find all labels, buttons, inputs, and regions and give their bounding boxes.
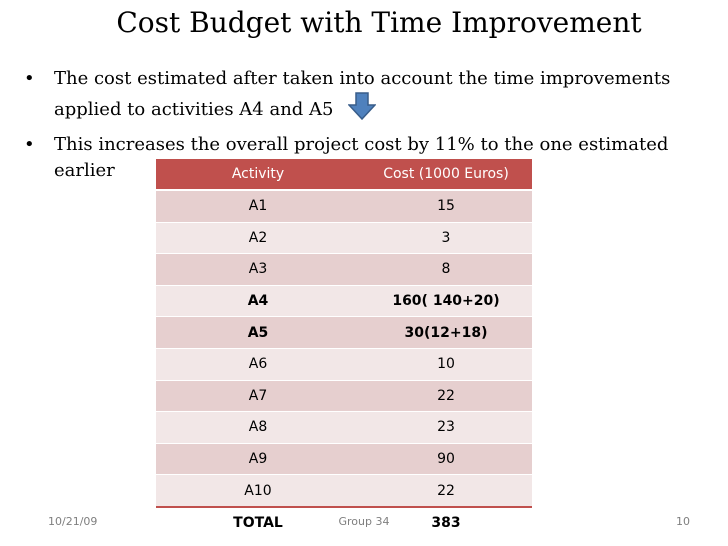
table-row: A8 23	[156, 411, 532, 444]
table-row: A2 3	[156, 222, 532, 255]
table-row: A7 22	[156, 380, 532, 413]
activity-cell: A10	[156, 474, 360, 508]
cost-cell: 8	[360, 253, 532, 286]
cost-cell: 3	[360, 222, 532, 255]
header-activity: Activity	[156, 159, 360, 191]
table-row: A6 10	[156, 348, 532, 381]
table-row: A4 160( 140+20)	[156, 285, 532, 318]
table-row: A9 90	[156, 443, 532, 476]
header-cost: Cost (1000 Euros)	[360, 159, 532, 191]
table-row: A5 30(12+18)	[156, 316, 532, 349]
cost-table: Activity Cost (1000 Euros) A1 15 A2 3 A3 8 …	[156, 159, 532, 540]
activity-cell: A4	[156, 285, 360, 318]
slide-title: Cost Budget with Time Improvement	[116, 6, 642, 39]
bullet-list: • The cost estimated after taken into ac…	[24, 66, 724, 188]
footer-group: Group 34	[338, 515, 390, 528]
cost-cell: 30(12+18)	[360, 316, 532, 349]
activity-cell: A1	[156, 190, 360, 223]
activity-cell: A3	[156, 253, 360, 286]
cost-cell: 22	[360, 380, 532, 413]
bullet-symbol: •	[24, 134, 35, 155]
table-total-row: TOTAL 383	[156, 505, 532, 540]
bullet-item: • This increases the overall project cos…	[24, 132, 724, 184]
cost-cell: 23	[360, 411, 532, 444]
activity-cell: A7	[156, 380, 360, 413]
bullet-text-line2: applied to activities A4 and A5	[54, 99, 334, 120]
cost-cell: 22	[360, 474, 532, 508]
bullet-text: This increases the overall project cost …	[54, 134, 669, 181]
cost-cell: 90	[360, 443, 532, 476]
table-row: A1 15	[156, 190, 532, 223]
cost-cell: 160( 140+20)	[360, 285, 532, 318]
footer-page-number: 10	[676, 515, 690, 528]
activity-cell: A2	[156, 222, 360, 255]
activity-cell: A8	[156, 411, 360, 444]
down-arrow-icon	[346, 92, 377, 128]
total-label-cell: TOTAL	[156, 505, 360, 540]
bullet-text: The cost estimated after taken into acco…	[54, 66, 670, 128]
table-row: A3 8	[156, 253, 532, 286]
footer-date: 10/21/09	[48, 515, 98, 528]
activity-cell: A6	[156, 348, 360, 381]
bullet-text-line2-wrap: applied to activities A4 and A5	[54, 92, 670, 128]
bullet-item: • The cost estimated after taken into ac…	[24, 66, 724, 128]
total-cost-cell: 383	[360, 505, 532, 540]
table-row: A10 22	[156, 474, 532, 508]
table-header-row: Activity Cost (1000 Euros)	[156, 159, 532, 191]
cost-cell: 15	[360, 190, 532, 223]
activity-cell: A5	[156, 316, 360, 349]
bullet-text-line1: The cost estimated after taken into acco…	[54, 68, 671, 89]
cost-cell: 10	[360, 348, 532, 381]
bullet-symbol: •	[24, 68, 35, 89]
activity-cell: A9	[156, 443, 360, 476]
